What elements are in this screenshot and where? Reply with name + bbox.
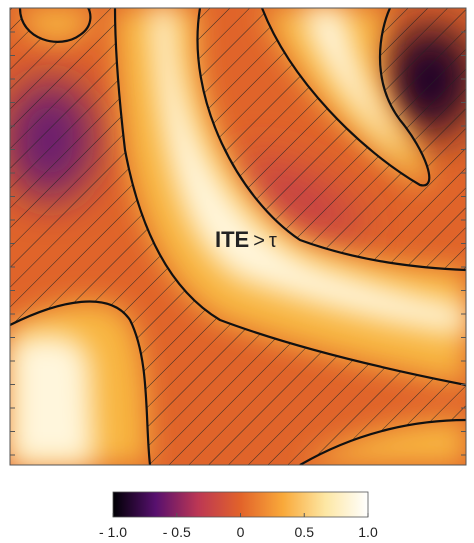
annotation-op: > (253, 230, 265, 252)
colorbar-tick-label: - 0.5 (163, 524, 191, 540)
frame-ticks (10, 31, 466, 456)
heatmap (10, 8, 466, 465)
annotation-label: ITE (215, 227, 249, 252)
colorbar-tick-label: 0.5 (295, 524, 315, 540)
colorbar-tick-label: 1.0 (358, 524, 378, 540)
annotation: ITE > τ (215, 227, 277, 252)
annotation-symbol: τ (269, 230, 277, 252)
colorbar-tick-label: 0 (237, 524, 245, 540)
colorbar-tick-label: - 1.0 (99, 524, 127, 540)
plot-frame (9, 7, 467, 466)
